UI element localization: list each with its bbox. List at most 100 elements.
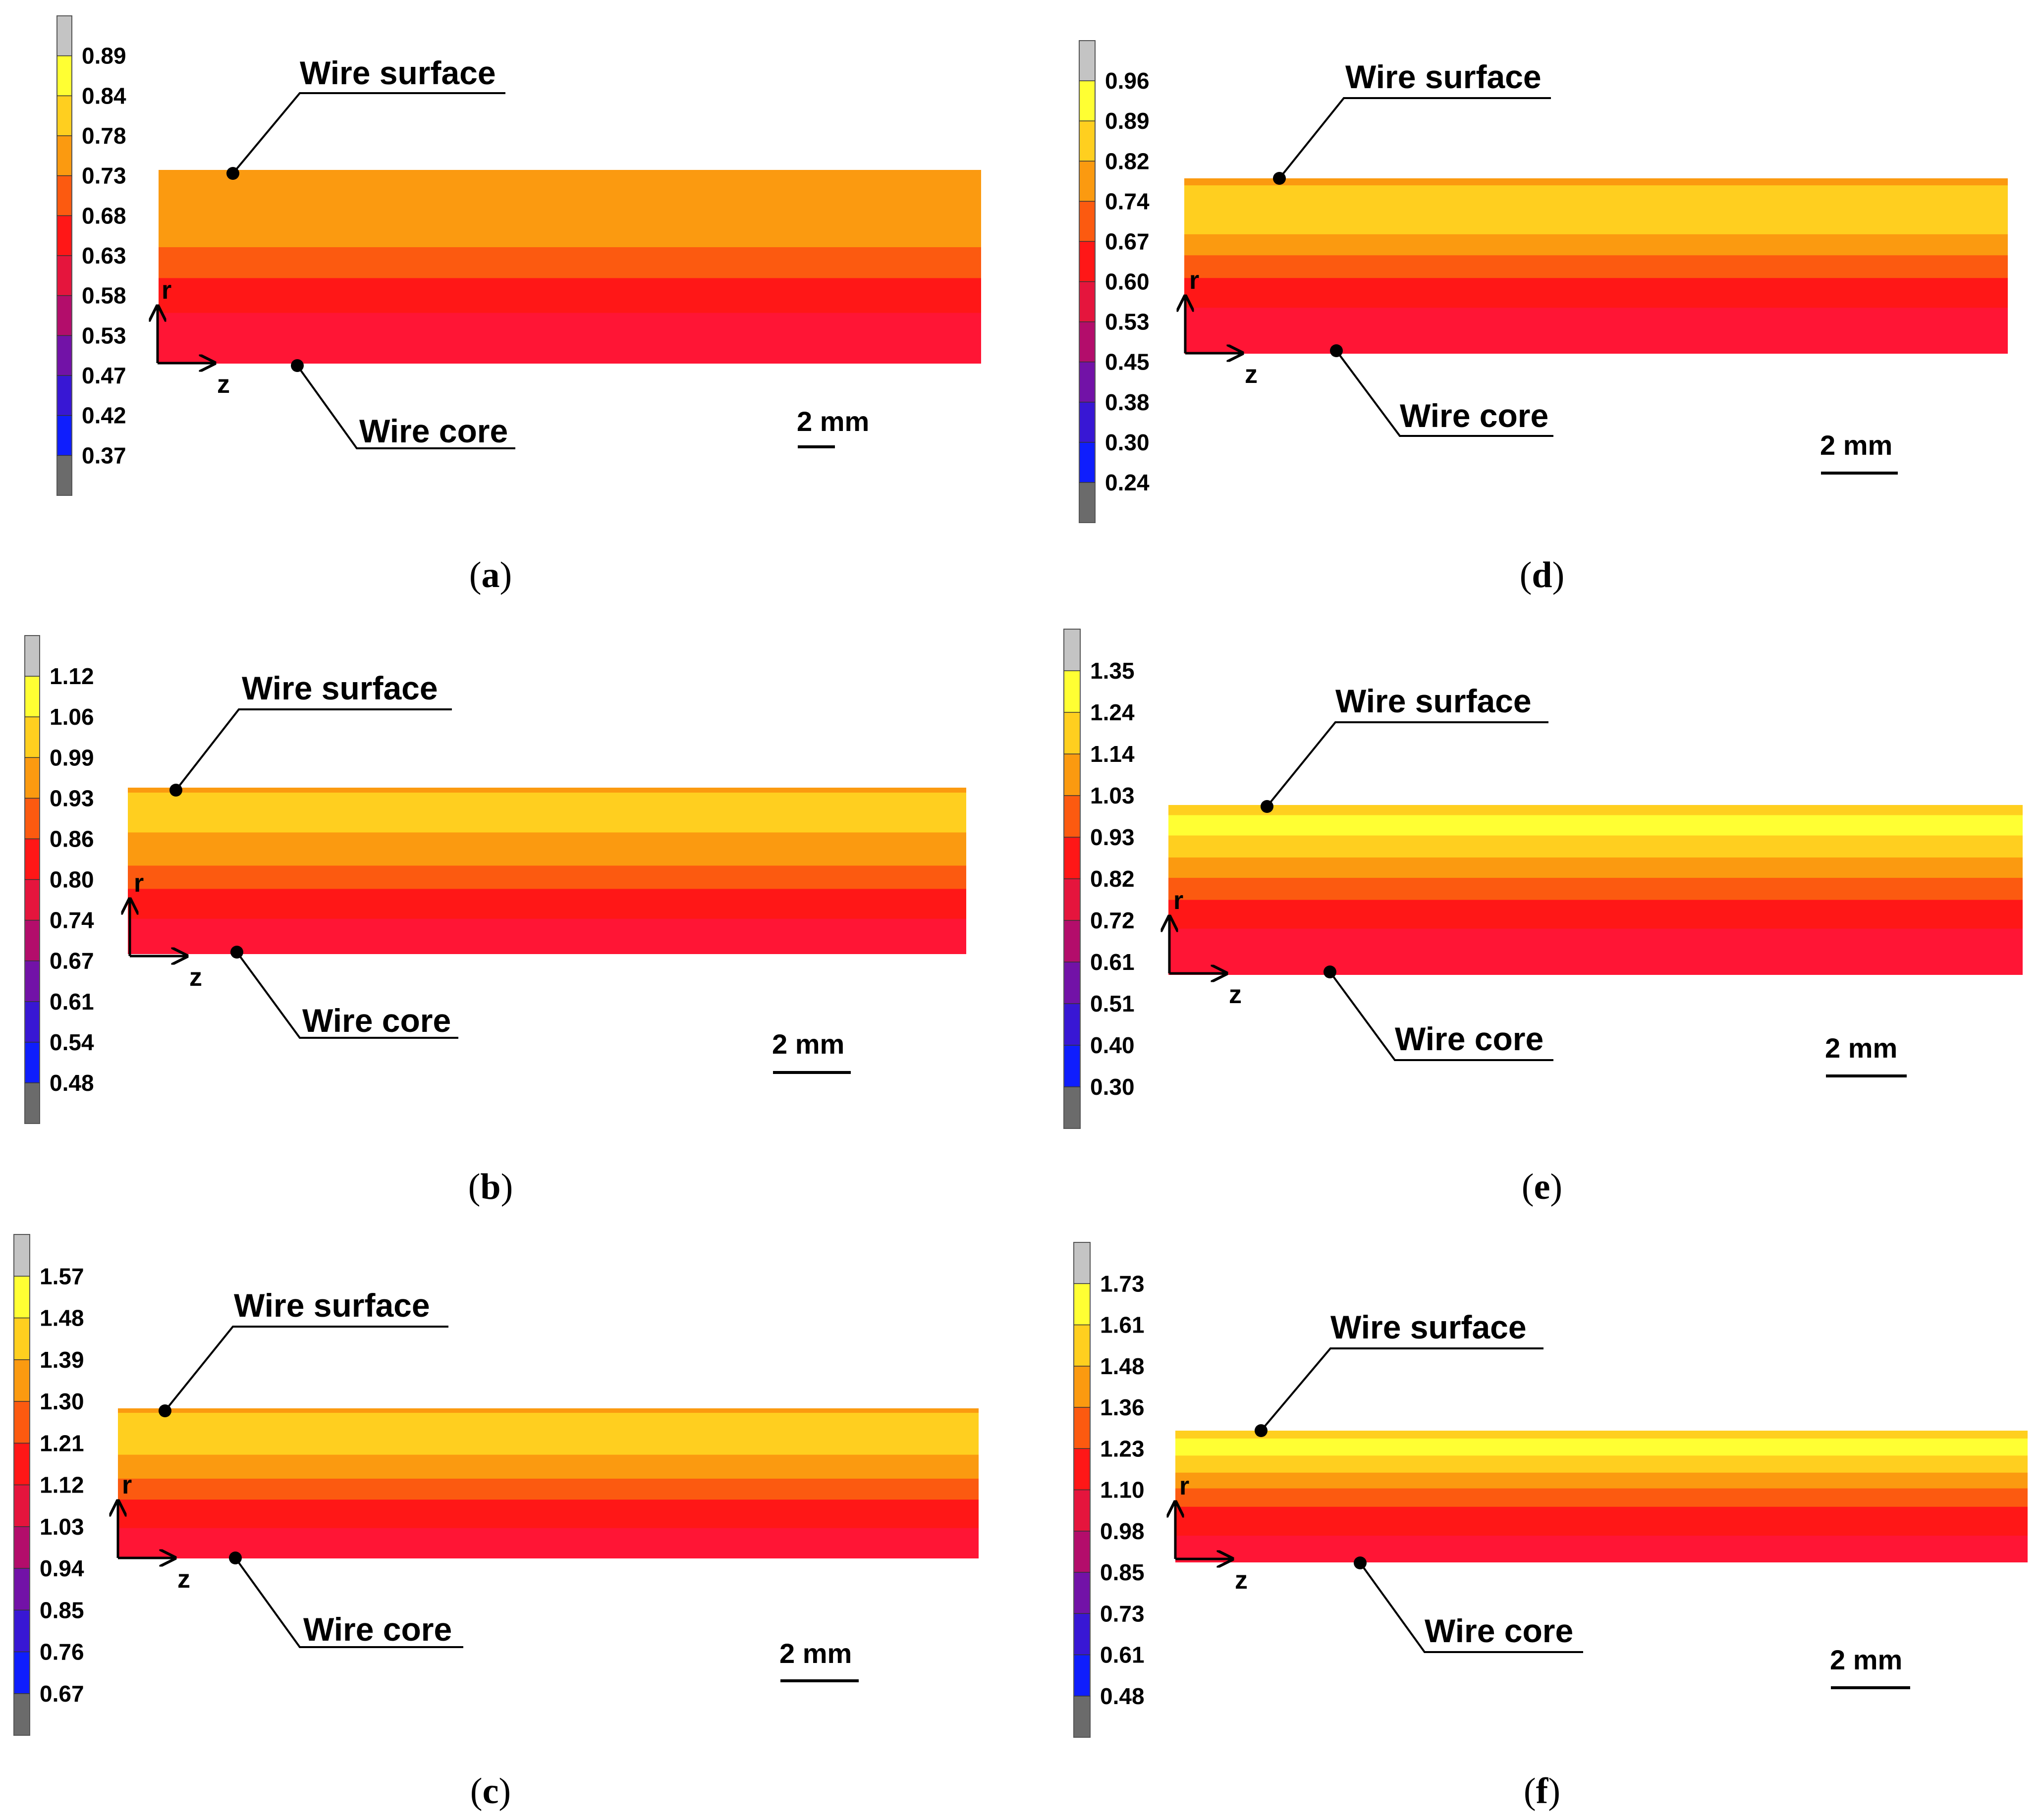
colorbar: 1.12 1.06 0.99 0.93 0.86 0.80 0.74 0.67 0.61 0.54… [24,635,94,1124]
contour-band [1175,1488,2028,1507]
colorbar-tick-label: 0.63 [82,243,126,268]
colorbar-segment [1079,442,1095,483]
annotations: Wire surface Wire core [1273,58,1553,437]
colorbar-segment [57,375,72,416]
colorbar-tick-label: 1.48 [1100,1353,1145,1379]
wire-core-label: Wire core [1425,1612,1573,1649]
colorbar-segment [14,1526,30,1569]
colorbar-tick-label: 0.96 [1105,68,1150,94]
axis-indicator: rz [130,869,202,992]
panel-a: 0.89 0.84 0.78 0.73 0.68 0.63 0.58 0.53 0.47 0.42… [56,15,981,595]
colorbar-segment [1064,796,1080,838]
contour-band [1175,1455,2028,1473]
contour-band [118,1499,979,1529]
colorbar-segment [1079,321,1095,363]
contour-field [1175,1431,2028,1562]
contour-band [159,170,981,248]
contour-band [128,788,966,794]
contour-band [128,889,966,919]
caption-close-paren: ) [500,555,512,595]
colorbar-tick-label: 0.54 [50,1029,94,1055]
caption-open-paren: ( [468,1167,481,1207]
colorbar-segment [14,1568,30,1610]
z-axis-label: z [177,1565,190,1594]
colorbar-segment [25,1001,40,1043]
r-axis-label: r [1189,266,1199,295]
contour-field [128,788,966,954]
wire-surface-label: Wire surface [1345,58,1542,95]
colorbar-segment [1074,1490,1090,1532]
colorbar-segment [14,1693,30,1736]
colorbar-segment [57,136,72,176]
colorbar-segment [25,961,40,1002]
colorbar-segment [25,636,40,677]
colorbar: 1.73 1.61 1.48 1.36 1.23 1.10 0.98 0.85 0.73 0.61… [1073,1242,1145,1738]
colorbar-segment [25,676,40,717]
colorbar-segment [25,1082,40,1124]
surface-leader-line [1260,1347,1544,1432]
colorbar-segment [14,1443,30,1485]
colorbar-tick-label: 0.61 [1100,1642,1145,1668]
axis-indicator: rz [158,276,230,399]
colorbar-segment [57,455,72,496]
contour-band [128,918,966,954]
panel-e: 1.35 1.24 1.14 1.03 0.93 0.82 0.72 0.61 0.51 0.40… [1063,629,2023,1207]
colorbar-tick-label: 0.47 [82,363,126,388]
contour-band [159,247,981,279]
contour-field [1168,805,2023,975]
caption-close-paren: ) [1550,1167,1562,1207]
contour-band [1175,1472,2028,1489]
colorbar-tick-label: 0.58 [82,283,126,309]
colorbar-tick-label: 1.36 [1100,1394,1145,1420]
colorbar-segment [1079,81,1095,121]
colorbar-segment [1079,241,1095,282]
panel-caption: (f) [1524,1771,1560,1812]
colorbar-tick-label: 1.03 [40,1514,84,1540]
colorbar-tick-label: 0.73 [1100,1601,1145,1626]
colorbar-tick-label: 0.53 [82,322,126,348]
r-axis-label: r [1179,1472,1189,1500]
contour-band [1168,815,2023,836]
surface-marker-dot [1261,800,1273,813]
r-axis-label: r [1173,886,1183,915]
colorbar: 0.89 0.84 0.78 0.73 0.68 0.63 0.58 0.53 0.47 0.42… [56,15,126,496]
core-leader-line [1329,971,1553,1061]
wire-surface-label: Wire surface [300,54,496,91]
scale-bar-label: 2 mm [1825,1032,1897,1064]
contour-band [118,1413,979,1455]
colorbar-tick-label: 0.74 [1105,188,1150,214]
contour-band [1168,835,2023,858]
colorbar-segment [1079,482,1095,523]
colorbar-segment [1079,161,1095,202]
scale-bar: 2 mm [1820,429,1898,475]
r-axis-label: r [122,1471,132,1499]
core-marker-dot [1354,1556,1367,1569]
contour-band [1184,308,2008,354]
contour-band [159,313,981,364]
panel-caption: (a) [469,555,512,595]
colorbar-tick-label: 1.21 [40,1430,84,1456]
wire-surface-label: Wire surface [1335,683,1532,719]
caption-open-paren: ( [1520,555,1532,595]
axis-indicator: rz [1175,1472,1248,1595]
wire-surface-label: Wire surface [234,1287,430,1324]
contour-band [1168,805,2023,816]
colorbar-tick-label: 0.68 [82,203,126,228]
core-leader-line [1359,1562,1583,1653]
core-marker-dot [230,946,243,959]
colorbar-segment [1064,712,1080,754]
colorbar-tick-label: 1.10 [1100,1477,1145,1503]
r-axis-label: r [162,276,171,305]
colorbar-tick-label: 0.99 [50,745,94,770]
colorbar-tick-label: 0.60 [1105,269,1150,295]
caption-open-paren: ( [1524,1771,1536,1812]
colorbar-tick-label: 1.48 [40,1305,84,1331]
colorbar-segment [1079,41,1095,81]
colorbar-segment [25,717,40,758]
colorbar-segment [1079,402,1095,443]
colorbar-segment [14,1610,30,1652]
contour-band [128,793,966,833]
colorbar-segment [25,839,40,880]
caption-letter: f [1536,1771,1549,1812]
colorbar-tick-label: 0.73 [82,163,126,189]
